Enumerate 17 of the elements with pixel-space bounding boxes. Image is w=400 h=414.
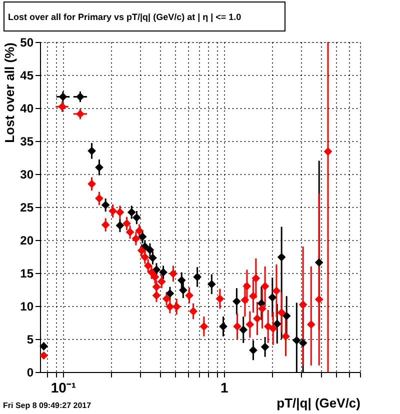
x-axis-title: pT/|q| (GeV/c) [276,396,360,410]
x-tick-label: 10⁻¹ [50,380,76,396]
chart-title: Lost over all for Primary vs pT/|q| (GeV/c) at | η | <= 1.0 [8,12,242,22]
y-tick-label: 15 [20,266,34,280]
y-tick-label: 50 [20,36,34,50]
y-tick-label: 10 [20,300,34,314]
y-tick-label: 20 [20,234,34,248]
y-axis-title: Lost over all (%) [2,42,18,143]
y-tick-label: 5 [26,332,34,346]
y-tick-label: 25 [20,200,34,214]
x-tick-label: 1 [220,380,229,396]
text: Fri Sep 8 09:49:27 2017 [3,401,92,410]
y-tick-label: 35 [20,134,34,148]
y-tick-label: 30 [20,168,34,182]
y-tick-label: 40 [20,102,34,116]
y-tick-label: 45 [20,68,34,82]
y-tick-label: 0 [26,366,34,380]
